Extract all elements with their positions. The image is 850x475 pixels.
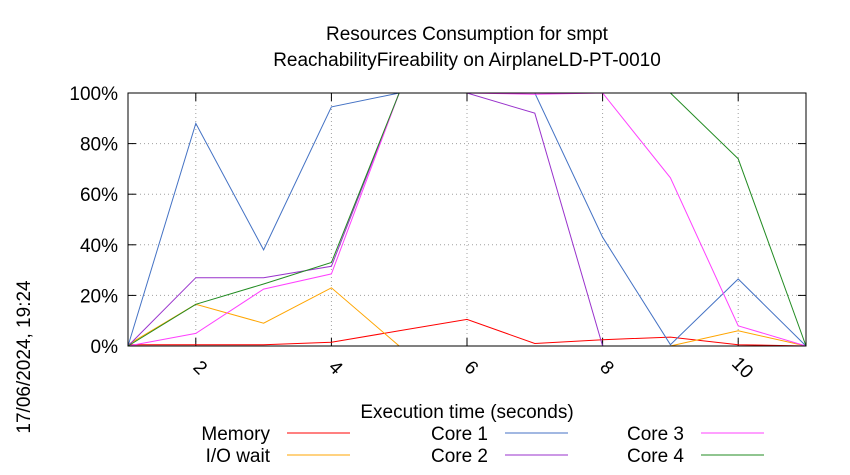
legend-label-core-3: Core 3 — [627, 424, 684, 445]
plot-frame — [127, 92, 807, 347]
legend-label-memory: Memory — [201, 424, 270, 445]
chart-subtitle: ReachabilityFireability on AirplaneLD-PT… — [273, 50, 661, 71]
grid-layer — [128, 93, 806, 346]
y-tick-label: 0% — [91, 337, 119, 358]
x-axis-label: Execution time (seconds) — [360, 402, 573, 423]
y-tick-label: 40% — [80, 236, 118, 257]
x-tick-label: 8 — [595, 357, 617, 379]
x-tick-label: 2 — [189, 357, 211, 379]
series-line-core-3 — [127, 92, 807, 347]
y-tick-label: 80% — [80, 135, 118, 156]
x-tick-label: 4 — [324, 357, 347, 380]
y-tick-label: 20% — [80, 286, 118, 307]
chart-title: Resources Consumption for smpt — [326, 24, 609, 45]
y-tick-label: 60% — [80, 185, 118, 206]
series-line-core-1 — [127, 92, 807, 347]
legend-label-i-o-wait: I/O wait — [206, 446, 271, 467]
x-tick-label: 6 — [460, 357, 482, 379]
legend-label-core-1: Core 1 — [431, 424, 488, 445]
series-line-memory — [128, 318, 807, 347]
y-tick-label: 100% — [69, 84, 118, 105]
legend-label-core-4: Core 4 — [627, 446, 684, 467]
series-line-core-4 — [127, 92, 807, 347]
series-layer — [127, 92, 807, 347]
series-line-core-2 — [127, 92, 806, 347]
legend-label-core-2: Core 2 — [431, 446, 488, 467]
timestamp: 17/06/2024, 19:24 — [14, 280, 35, 434]
x-tick-label: 10 — [727, 353, 757, 383]
